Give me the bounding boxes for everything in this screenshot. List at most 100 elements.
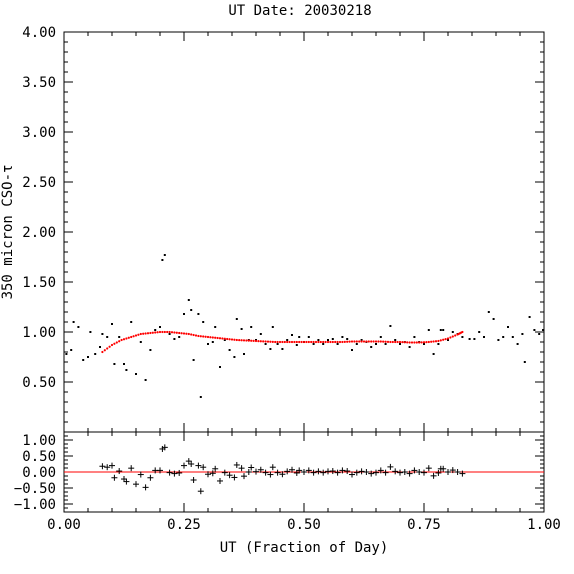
fit-curve-dot <box>394 340 397 344</box>
fit-curve-dot <box>413 341 416 344</box>
residual-marker <box>245 469 252 475</box>
fit-curve-dot <box>161 330 164 334</box>
fit-curve-dot <box>154 331 157 334</box>
fit-curve-dot <box>223 337 226 340</box>
fit-curve-dot <box>310 340 313 344</box>
fit-curve-dot <box>266 340 270 343</box>
fit-curve-dot <box>202 335 205 338</box>
fit-curve-dot <box>134 334 138 337</box>
data-point <box>190 309 193 311</box>
fit-curve-dot <box>252 339 255 342</box>
residual-marker <box>190 477 197 483</box>
residual-marker <box>221 469 228 476</box>
residual-marker <box>397 469 403 476</box>
fit-curve-dot <box>250 339 253 342</box>
residual-marker <box>301 469 307 475</box>
data-point <box>111 323 113 325</box>
residual-marker <box>373 469 379 476</box>
data-point <box>379 336 382 338</box>
data-point <box>336 343 339 345</box>
fit-curve-dot <box>214 336 217 339</box>
fit-curve-dot <box>199 335 202 338</box>
bottom-x-tick-label: 0.25 <box>167 517 201 533</box>
residual-marker <box>329 468 336 475</box>
data-point <box>408 346 411 348</box>
fit-curve-dot <box>281 340 284 344</box>
residual-marker <box>212 465 219 472</box>
top-y-tick-label: 2.50 <box>22 175 56 191</box>
data-point <box>502 336 505 338</box>
fit-curve-dot <box>146 332 150 335</box>
fit-curve-dot <box>178 331 181 335</box>
fit-curve-dot <box>216 336 219 340</box>
data-point <box>327 339 329 341</box>
residual-marker <box>377 467 384 474</box>
data-point <box>497 339 500 341</box>
fit-curve-dot <box>420 341 423 344</box>
residual-marker <box>257 466 264 473</box>
data-point <box>360 339 363 341</box>
fit-curve-dot <box>293 340 296 344</box>
fit-curve-dot <box>377 340 380 343</box>
bottom-y-tick-label: 1.00 <box>22 433 56 449</box>
fit-curve-dot <box>331 340 334 344</box>
fit-curve-dot <box>206 335 210 339</box>
residual-marker <box>284 468 291 475</box>
data-point <box>439 329 442 331</box>
residual-marker <box>269 464 276 471</box>
fit-curve-dot <box>334 340 337 344</box>
data-point <box>72 321 75 323</box>
residual-marker <box>241 473 247 480</box>
residual-marker <box>209 470 216 477</box>
data-point <box>271 326 274 328</box>
fit-curve-dot <box>233 338 236 341</box>
data-point <box>295 344 298 346</box>
data-point <box>473 338 476 340</box>
fit-curve-dot <box>194 334 198 337</box>
data-point <box>243 353 245 355</box>
fit-curve-dot <box>173 331 176 334</box>
residual-marker <box>320 469 327 476</box>
fit-curve-dot <box>127 336 130 339</box>
data-point <box>384 343 387 345</box>
fit-curve-dot <box>434 340 438 343</box>
fit-curve-dot <box>209 336 212 339</box>
residual-marker <box>176 469 183 476</box>
data-point <box>317 339 320 341</box>
residual-marker <box>274 469 281 476</box>
bottom-x-tick-label: 1.00 <box>527 517 561 533</box>
fit-curve-dot <box>401 341 404 344</box>
data-point <box>77 326 80 328</box>
residual-marker <box>188 461 195 467</box>
fit-curve-dot <box>245 339 248 342</box>
fit-curve-dot <box>295 340 298 344</box>
residual-marker <box>363 469 370 475</box>
data-point <box>101 333 104 335</box>
bottom-x-tick-label: 0.50 <box>287 517 321 533</box>
fit-curve-dot <box>221 337 224 340</box>
bottom-x-tick-label: 0.75 <box>407 517 441 533</box>
residual-marker <box>231 474 238 481</box>
residual-marker <box>454 469 461 475</box>
residual-marker <box>205 471 211 478</box>
data-point <box>82 359 85 361</box>
residual-marker <box>181 462 187 469</box>
data-point <box>159 326 161 328</box>
data-point <box>542 329 545 331</box>
fit-curve-dot <box>454 334 457 337</box>
residual-marker <box>99 463 106 470</box>
fit-curve-dot <box>300 340 303 344</box>
data-point <box>144 379 147 381</box>
fit-curve-dot <box>156 331 159 334</box>
fit-curve-dot <box>346 340 349 343</box>
fit-curve-dot <box>422 341 426 344</box>
residual-marker <box>166 469 173 476</box>
data-point <box>331 338 334 340</box>
fit-curve-dot <box>374 340 378 343</box>
fit-curve-dot <box>230 338 234 341</box>
residual-marker <box>157 467 163 474</box>
fit-curve-dot <box>418 341 421 344</box>
fit-curve-dot <box>343 340 346 343</box>
fit-curve-dot <box>362 340 366 343</box>
residual-marker <box>133 481 139 488</box>
